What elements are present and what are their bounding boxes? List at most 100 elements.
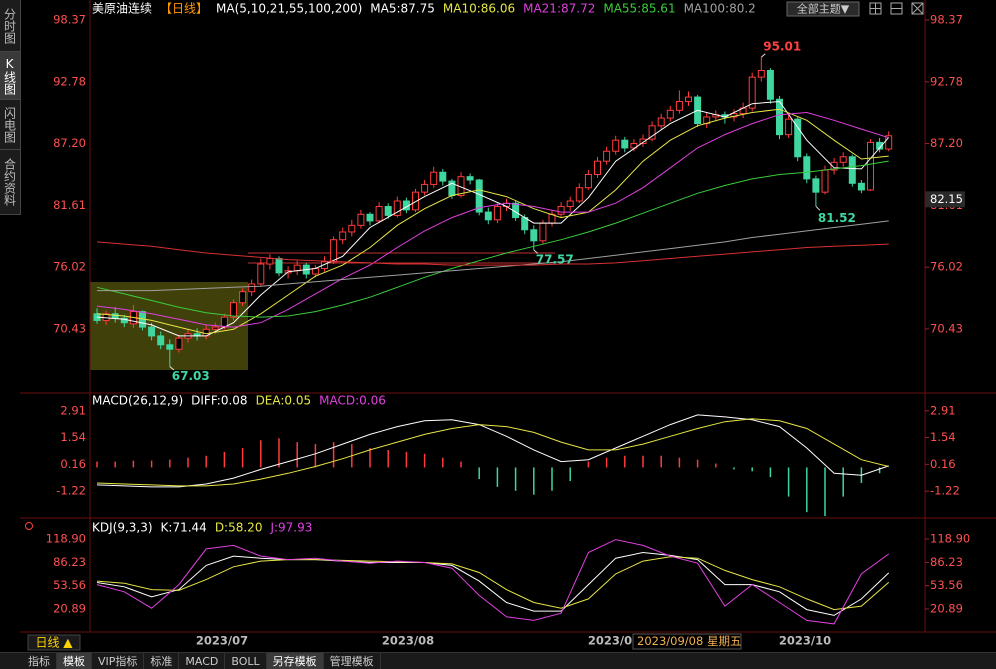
period-box[interactable]	[27, 634, 81, 651]
candle-body	[621, 139, 629, 149]
candle-body	[821, 169, 829, 193]
extreme-label: 77.57	[536, 252, 574, 266]
y-tick-label: -1.22	[56, 484, 86, 498]
indicator-line	[96, 241, 889, 266]
candle-body	[557, 206, 565, 215]
chart: 全部主题▼ 日线 ▲ 98.37 98.37 92.78 92.78 87.20 87.2…	[20, 0, 996, 651]
sidebar-tab[interactable]: 合约资料	[0, 150, 20, 215]
y-tick-label: 118.90	[46, 532, 86, 546]
candle-body	[257, 263, 265, 285]
panel-borders	[20, 0, 996, 633]
y-tick-label: 70.43	[53, 321, 86, 335]
candle-body	[148, 326, 156, 337]
toolbar-tab[interactable]: MACD	[179, 653, 226, 669]
candle-body	[757, 70, 765, 78]
toolbar: 指标 模板 VIP指标 标准 MACD BOLL 另存模板 管理模板	[0, 652, 996, 669]
candle-body	[211, 326, 219, 330]
extreme-label: 95.01	[763, 40, 801, 54]
sidebar: 分时图 K线图 闪电图 合约资料	[0, 0, 21, 215]
toolbar-tab[interactable]: 另存模板	[266, 653, 324, 669]
candle-body	[539, 222, 547, 242]
x-tick-label: 2023/09	[588, 634, 640, 648]
y-tick-label: 98.37	[53, 12, 86, 26]
candle-body	[794, 118, 802, 158]
period-label[interactable]: 日线 ▲	[35, 636, 73, 650]
toolbar-tab[interactable]: 模板	[57, 653, 92, 669]
legend-entry: MA55:85.61	[603, 2, 675, 16]
legend-entry: J:97.93	[269, 521, 312, 535]
candle-body	[466, 176, 474, 181]
candle-body	[421, 183, 429, 193]
theme-button-label[interactable]: 全部主题▼	[797, 2, 850, 16]
x-tick-label: 2023/07	[196, 634, 248, 648]
indicator-line	[96, 539, 889, 625]
cursor-label: 2023/09/08 星期五	[637, 634, 741, 648]
sidebar-tab[interactable]: K线图	[0, 52, 20, 100]
y-tick-label: 76.02	[930, 260, 963, 274]
indicator-line	[96, 556, 890, 611]
candle-body	[348, 224, 356, 233]
legend-entry: K:71.44	[161, 521, 207, 535]
candle-body	[111, 313, 119, 319]
candle-body	[748, 76, 756, 109]
indicator-line	[96, 100, 890, 337]
candle-body	[293, 264, 301, 272]
toolbar-tab[interactable]: 管理模板	[324, 653, 381, 669]
indicator-line	[96, 414, 889, 488]
candle-body	[603, 150, 611, 162]
candle-body	[248, 283, 256, 293]
extreme-marker	[815, 205, 821, 211]
legend-entry: MA100:80.2	[684, 2, 756, 16]
candle-body	[484, 211, 492, 221]
candle-body	[375, 206, 383, 222]
legend-entry: MA21:87.72	[523, 2, 595, 16]
y-tick-label: 1.54	[60, 430, 86, 444]
candle-body	[639, 138, 647, 144]
candle-body	[785, 118, 793, 136]
candle-body	[339, 231, 347, 241]
candle-body	[666, 109, 674, 119]
candle-body	[230, 302, 237, 318]
candle-body	[876, 141, 884, 150]
toolbar-tab[interactable]: 指标	[22, 653, 57, 669]
candle-body	[848, 156, 856, 184]
extreme-label: 67.03	[172, 369, 210, 383]
sidebar-tab[interactable]: 分时图	[0, 0, 20, 52]
candle-body	[275, 258, 283, 274]
chart-title: 美原油连续	[92, 1, 152, 16]
price-tag-box	[925, 191, 965, 208]
theme-button[interactable]	[786, 1, 860, 17]
candle-body	[366, 213, 374, 222]
indicator-line	[97, 220, 889, 292]
candle-body	[575, 187, 583, 202]
toolbar-tab[interactable]: BOLL	[225, 653, 267, 669]
sidebar-tab[interactable]: 闪电图	[0, 100, 20, 150]
y-tick-label: 86.23	[930, 555, 963, 569]
panel-icon	[25, 522, 33, 530]
candle-body	[439, 171, 447, 182]
ma-params: MA(5,10,21,55,100,200)	[216, 2, 362, 16]
y-tick-label: 87.20	[53, 136, 86, 150]
candle-body	[776, 98, 783, 136]
cursor-box	[632, 633, 742, 650]
candle-body	[630, 142, 638, 149]
candle-body	[857, 182, 865, 191]
candle-body	[393, 200, 401, 216]
window-icons[interactable]	[869, 2, 924, 15]
y-tick-label: 86.23	[53, 555, 86, 569]
extreme-marker	[169, 366, 175, 371]
legend-entry: DIFF:0.08	[191, 394, 247, 408]
indicator-line	[96, 111, 889, 328]
extreme-label: 81.52	[818, 211, 856, 225]
y-tick-label: 2.91	[930, 403, 956, 417]
y-tick-label: 87.20	[930, 136, 963, 150]
candle-body	[493, 206, 501, 221]
legend-entry: MA5:87.75	[370, 2, 435, 16]
toolbar-tab[interactable]: VIP指标	[92, 653, 145, 669]
legend-entry: D:58.20	[215, 521, 263, 535]
toolbar-tab[interactable]: 标准	[144, 653, 180, 669]
y-tick-label: 70.43	[930, 321, 963, 335]
y-tick-label: 81.61	[53, 198, 86, 212]
indicator-line	[96, 108, 889, 335]
